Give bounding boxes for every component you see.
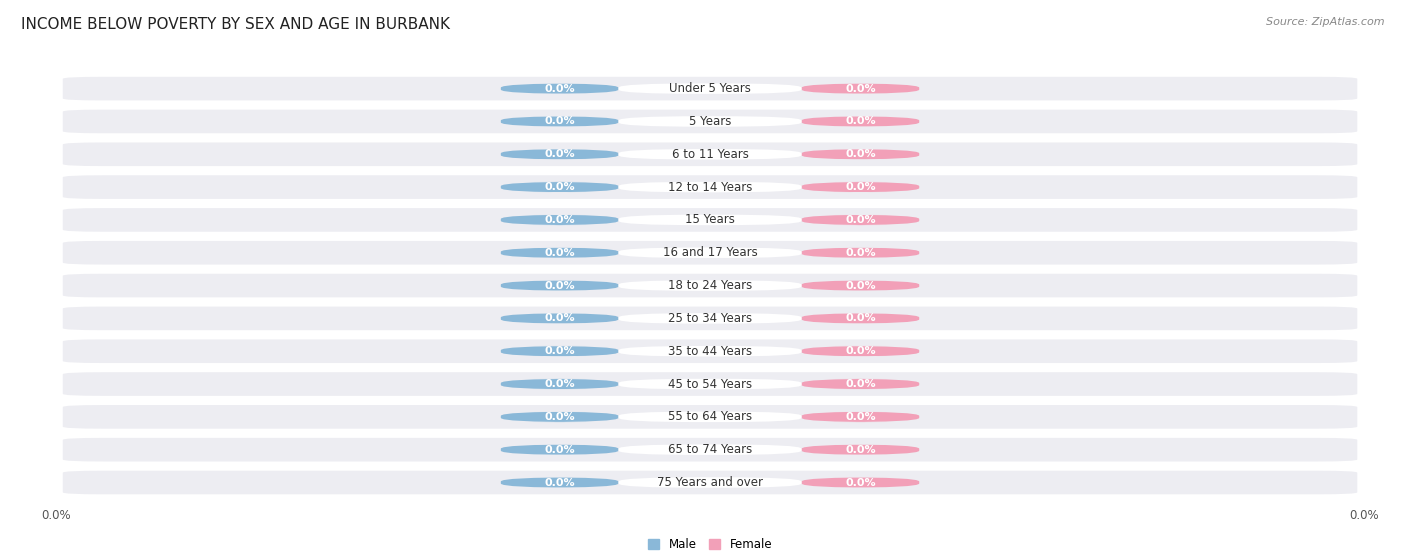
FancyBboxPatch shape — [801, 346, 920, 357]
FancyBboxPatch shape — [801, 444, 920, 455]
FancyBboxPatch shape — [619, 346, 801, 357]
FancyBboxPatch shape — [801, 313, 920, 324]
Text: 45 to 54 Years: 45 to 54 Years — [668, 378, 752, 391]
FancyBboxPatch shape — [501, 313, 619, 324]
FancyBboxPatch shape — [501, 182, 619, 193]
Text: 0.0%: 0.0% — [544, 314, 575, 324]
Text: 15 Years: 15 Years — [685, 213, 735, 227]
Text: 0.0%: 0.0% — [544, 150, 575, 159]
Text: 0.0%: 0.0% — [845, 281, 876, 291]
FancyBboxPatch shape — [801, 280, 920, 291]
Text: INCOME BELOW POVERTY BY SEX AND AGE IN BURBANK: INCOME BELOW POVERTY BY SEX AND AGE IN B… — [21, 17, 450, 32]
FancyBboxPatch shape — [619, 444, 801, 455]
Text: 0.0%: 0.0% — [544, 346, 575, 356]
Text: 0.0%: 0.0% — [845, 314, 876, 324]
Text: 16 and 17 Years: 16 and 17 Years — [662, 246, 758, 259]
Text: 12 to 14 Years: 12 to 14 Years — [668, 181, 752, 194]
FancyBboxPatch shape — [63, 405, 1357, 429]
Text: 0.0%: 0.0% — [845, 150, 876, 159]
FancyBboxPatch shape — [801, 182, 920, 193]
FancyBboxPatch shape — [801, 248, 920, 258]
FancyBboxPatch shape — [801, 379, 920, 389]
FancyBboxPatch shape — [619, 116, 801, 127]
Text: 0.0%: 0.0% — [845, 215, 876, 225]
Text: 0.0%: 0.0% — [544, 117, 575, 127]
Text: 0.0%: 0.0% — [544, 445, 575, 455]
FancyBboxPatch shape — [501, 149, 619, 160]
FancyBboxPatch shape — [63, 208, 1357, 232]
Text: 0.0%: 0.0% — [845, 478, 876, 488]
Text: 0.0%: 0.0% — [845, 248, 876, 258]
FancyBboxPatch shape — [801, 116, 920, 127]
FancyBboxPatch shape — [501, 280, 619, 291]
FancyBboxPatch shape — [619, 379, 801, 389]
FancyBboxPatch shape — [501, 83, 619, 94]
Text: 25 to 34 Years: 25 to 34 Years — [668, 312, 752, 325]
FancyBboxPatch shape — [63, 372, 1357, 396]
Text: 0.0%: 0.0% — [544, 248, 575, 258]
Text: 0.0%: 0.0% — [544, 84, 575, 94]
FancyBboxPatch shape — [63, 77, 1357, 100]
Text: 0.0%: 0.0% — [845, 412, 876, 422]
Text: 0.0%: 0.0% — [845, 346, 876, 356]
FancyBboxPatch shape — [619, 83, 801, 94]
FancyBboxPatch shape — [619, 248, 801, 258]
FancyBboxPatch shape — [63, 471, 1357, 494]
FancyBboxPatch shape — [63, 438, 1357, 461]
Text: 65 to 74 Years: 65 to 74 Years — [668, 443, 752, 456]
Text: 0.0%: 0.0% — [544, 412, 575, 422]
FancyBboxPatch shape — [619, 412, 801, 422]
Text: 55 to 64 Years: 55 to 64 Years — [668, 410, 752, 424]
FancyBboxPatch shape — [801, 477, 920, 488]
FancyBboxPatch shape — [801, 149, 920, 160]
Text: 75 Years and over: 75 Years and over — [657, 476, 763, 489]
FancyBboxPatch shape — [501, 477, 619, 488]
Text: 18 to 24 Years: 18 to 24 Years — [668, 279, 752, 292]
Text: Source: ZipAtlas.com: Source: ZipAtlas.com — [1267, 17, 1385, 27]
FancyBboxPatch shape — [619, 215, 801, 225]
Text: 6 to 11 Years: 6 to 11 Years — [672, 148, 748, 161]
FancyBboxPatch shape — [63, 274, 1357, 297]
FancyBboxPatch shape — [63, 142, 1357, 166]
FancyBboxPatch shape — [501, 444, 619, 455]
Text: 0.0%: 0.0% — [544, 215, 575, 225]
FancyBboxPatch shape — [501, 412, 619, 422]
Text: 0.0%: 0.0% — [544, 182, 575, 192]
FancyBboxPatch shape — [801, 215, 920, 225]
FancyBboxPatch shape — [619, 149, 801, 160]
FancyBboxPatch shape — [619, 313, 801, 324]
Text: 0.0%: 0.0% — [544, 478, 575, 488]
FancyBboxPatch shape — [619, 182, 801, 193]
FancyBboxPatch shape — [501, 346, 619, 357]
Text: Under 5 Years: Under 5 Years — [669, 82, 751, 95]
FancyBboxPatch shape — [501, 248, 619, 258]
Text: 35 to 44 Years: 35 to 44 Years — [668, 345, 752, 358]
FancyBboxPatch shape — [801, 83, 920, 94]
Text: 0.0%: 0.0% — [845, 445, 876, 455]
FancyBboxPatch shape — [501, 116, 619, 127]
FancyBboxPatch shape — [63, 241, 1357, 264]
FancyBboxPatch shape — [63, 109, 1357, 133]
Text: 0.0%: 0.0% — [845, 84, 876, 94]
FancyBboxPatch shape — [63, 339, 1357, 363]
FancyBboxPatch shape — [619, 280, 801, 291]
Text: 0.0%: 0.0% — [845, 379, 876, 389]
Text: 0.0%: 0.0% — [845, 117, 876, 127]
FancyBboxPatch shape — [63, 306, 1357, 330]
FancyBboxPatch shape — [63, 175, 1357, 199]
Text: 0.0%: 0.0% — [544, 281, 575, 291]
FancyBboxPatch shape — [501, 379, 619, 389]
Legend: Male, Female: Male, Female — [644, 534, 776, 554]
FancyBboxPatch shape — [619, 477, 801, 488]
Text: 0.0%: 0.0% — [845, 182, 876, 192]
Text: 0.0%: 0.0% — [544, 379, 575, 389]
FancyBboxPatch shape — [501, 215, 619, 225]
Text: 5 Years: 5 Years — [689, 115, 731, 128]
FancyBboxPatch shape — [801, 412, 920, 422]
